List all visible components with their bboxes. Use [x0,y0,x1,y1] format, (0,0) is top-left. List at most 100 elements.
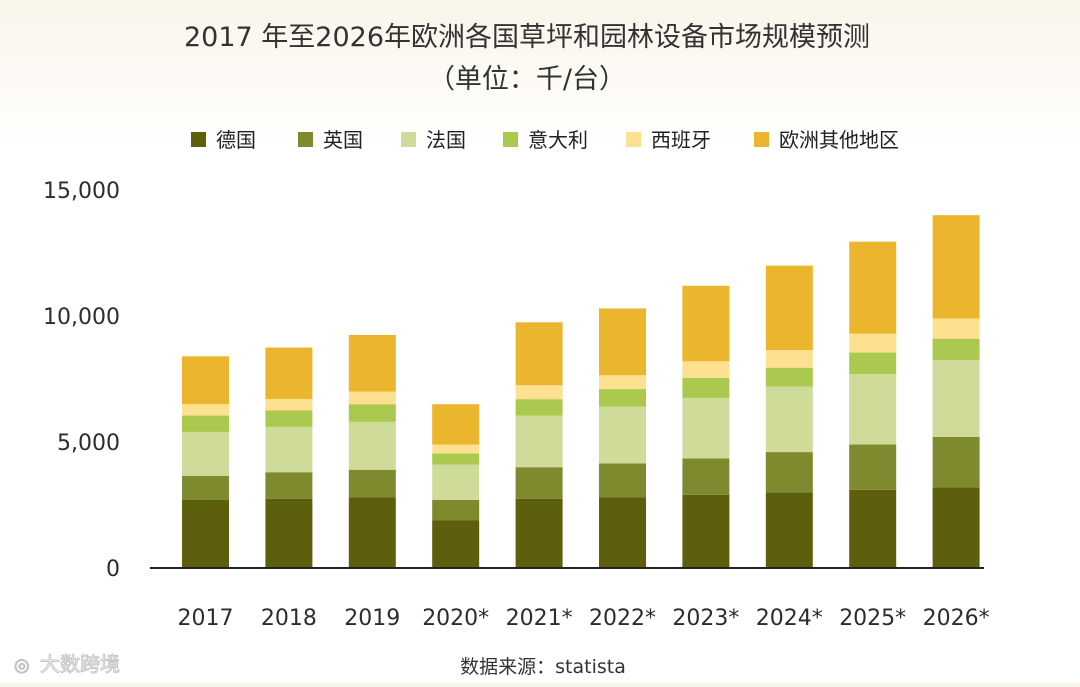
bar-segment [265,498,313,568]
legend-label: 欧洲其他地区 [779,128,899,152]
legend-swatch [626,132,641,147]
bar-stack [765,265,813,568]
bar-segment [432,404,480,445]
bar-segment [432,499,480,521]
bar-stack [265,347,313,568]
bar-segment [849,333,897,353]
x-tick-label: 2020* [422,606,489,631]
x-tick-label: 2023* [672,606,739,631]
y-tick-label: 0 [106,557,120,582]
legend-label: 意大利 [528,128,588,152]
legend-item: 英国 [298,128,363,152]
bar-segment [682,377,730,398]
bar-segment [849,489,897,568]
bar-stack [182,356,229,568]
bar-stack [515,322,563,568]
bar-segment [182,476,229,500]
bar-segment [265,472,313,499]
bar-segment [348,391,396,405]
bar-segment [432,520,480,568]
legend-label: 西班牙 [651,128,711,152]
bar-segment [849,352,897,374]
x-tick-label: 2026* [923,606,990,631]
bar-segment [932,338,980,361]
x-tick-label: 2024* [756,606,823,631]
bar-segment [765,265,813,351]
bar-segment [515,498,563,568]
bar-segment [515,415,563,468]
bar-segment [432,453,480,465]
bar-segment [182,356,229,405]
legend-swatch [503,132,518,147]
bar-segment [599,308,646,376]
chart-title: 2017 年至2026年欧洲各国草坪和园林设备市场规模预测 [184,22,870,53]
bar-segment [599,463,646,498]
bar-segment [765,367,813,387]
bar-segment [932,318,980,339]
bar-segment [182,404,229,416]
bar-segment [849,373,897,445]
bar-segment [765,452,813,493]
bar-segment [515,399,563,416]
bar-segment [765,350,813,368]
y-tick-label: 15,000 [43,179,120,204]
bar-segment [515,385,563,400]
bar-segment [849,444,897,490]
x-axis: 2017 2018 2019 2020* 2021* 2022* 2023* 2024* 202… [178,606,990,631]
bar-segment [599,497,646,568]
legend-swatch [754,132,769,147]
bar-segment [682,397,730,459]
bar-segment [599,375,646,390]
bar-segment [265,347,313,400]
bar-stack [682,285,730,568]
bar-segment [348,404,396,422]
x-tick-label: 2025* [839,606,906,631]
legend-item: 欧洲其他地区 [754,128,899,152]
bar-segment [182,415,229,432]
bar-segment [932,487,980,568]
bar-segment [682,285,730,362]
y-axis: 0 5,000 10,000 15,000 [43,179,120,582]
bar-stack [348,334,396,568]
legend-item: 德国 [191,128,256,152]
bars [182,215,980,568]
bar-segment [515,322,563,386]
bar-segment [265,399,313,411]
bar-segment [932,436,980,488]
bar-segment [932,215,980,319]
chart-subtitle: （单位：千/台） [428,64,626,95]
bar-segment [599,406,646,464]
bar-segment [682,458,730,495]
watermark-text: 大数跨境 [40,652,120,676]
x-tick-label: 2022* [589,606,656,631]
bar-segment [348,334,396,392]
legend-item: 西班牙 [626,128,711,152]
legend: 德国 英国 法国 意大利 西班牙 欧洲其他地区 [191,128,899,152]
legend-label: 英国 [323,128,363,152]
x-tick-label: 2021* [506,606,573,631]
bar-segment [682,494,730,568]
bar-segment [599,389,646,407]
watermark-logo-icon: ◎ [14,655,30,676]
y-tick-label: 5,000 [57,431,120,456]
bar-segment [765,386,813,453]
bar-segment [515,467,563,499]
bar-stack [932,215,980,568]
x-tick-label: 2017 [178,606,234,631]
legend-label: 德国 [216,128,256,152]
bar-segment [932,360,980,437]
bar-segment [265,410,313,427]
bar-segment [348,469,396,498]
bar-stack [849,241,897,568]
bar-segment [348,421,396,470]
x-tick-label: 2018 [261,606,317,631]
bar-segment [432,464,480,500]
bar-segment [765,492,813,568]
legend-swatch [298,132,313,147]
legend-swatch [191,132,206,147]
x-tick-label: 2019 [344,606,400,631]
bar-segment [432,444,480,454]
bar-segment [182,499,229,568]
legend-item: 法国 [401,128,466,152]
